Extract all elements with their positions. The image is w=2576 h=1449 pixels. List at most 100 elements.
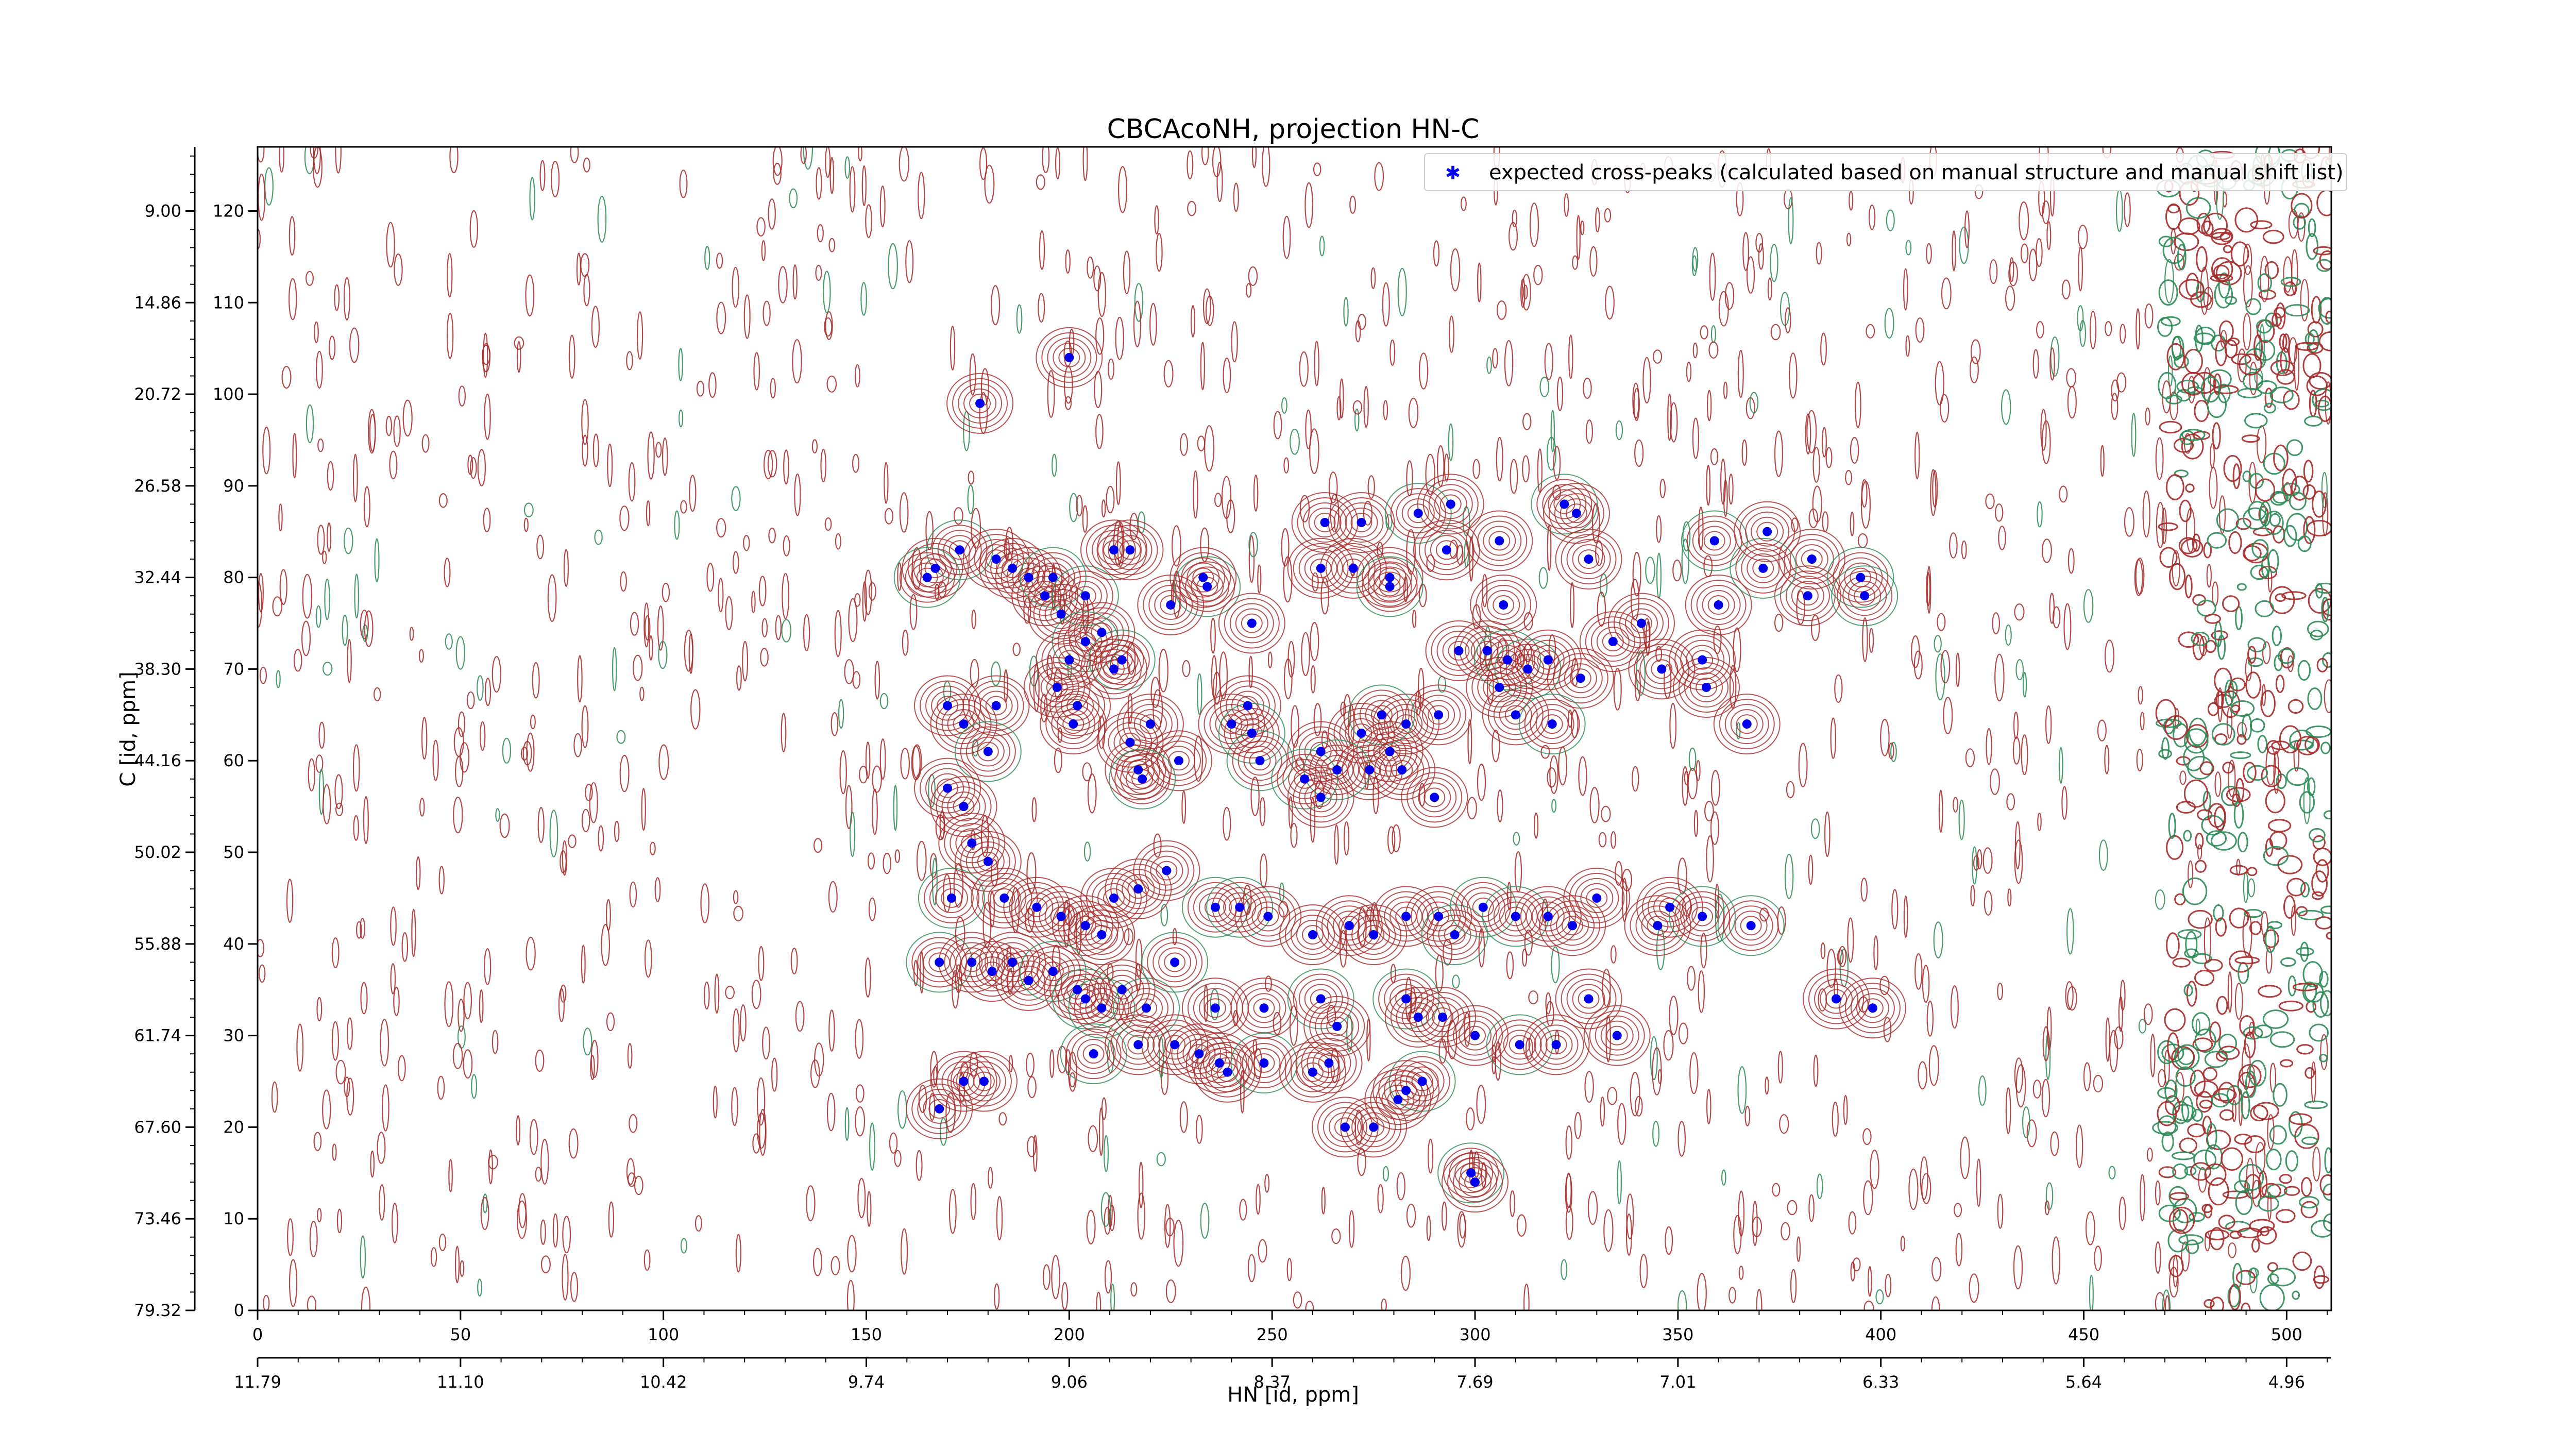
edge-contour <box>2291 193 2313 218</box>
peak-contour <box>1728 905 1773 946</box>
noise-contour <box>1153 833 1162 858</box>
peak-contour <box>1063 905 1108 946</box>
noise-contour <box>834 610 842 658</box>
edge-contour <box>2314 399 2330 408</box>
edge-contour <box>2215 690 2224 710</box>
edge-contour <box>2172 957 2191 968</box>
edge-contour <box>2188 1212 2205 1222</box>
peak-contour <box>1103 540 1125 560</box>
noise-contour <box>316 997 323 1022</box>
noise-contour <box>1467 719 1472 765</box>
noise-contour <box>948 1189 957 1234</box>
noise-contour <box>1847 917 1854 963</box>
edge-contour <box>2307 687 2323 710</box>
peak-contour <box>1789 539 1834 580</box>
noise-contour <box>1190 305 1196 338</box>
peak-contour <box>1421 904 1488 966</box>
noise-contour <box>322 550 327 564</box>
edge-contour <box>2262 1009 2289 1029</box>
peak-contour <box>1497 1024 1542 1065</box>
noise-contour <box>1534 812 1539 839</box>
noise-contour <box>655 442 662 458</box>
peak-contour <box>1058 347 1080 367</box>
cross-peak-point <box>1495 536 1504 546</box>
edge-contour <box>2244 348 2266 370</box>
peak-contour <box>1563 867 1631 929</box>
edge-contour <box>2307 342 2324 354</box>
noise-contour <box>2267 1114 2275 1150</box>
noise-contour <box>1617 1103 1626 1145</box>
edge-contour <box>2255 478 2276 502</box>
edge-contour <box>2241 1091 2250 1120</box>
noise-contour <box>865 742 871 779</box>
noise-contour <box>563 549 569 587</box>
noise-contour <box>756 1077 766 1126</box>
noise-contour <box>2283 256 2293 293</box>
noise-contour <box>2083 589 2094 623</box>
noise-contour <box>835 533 841 550</box>
noise-contour <box>1600 1096 1605 1127</box>
noise-contour <box>2032 349 2039 379</box>
peak-contour <box>1555 968 1622 1030</box>
noise-contour <box>1104 1206 1111 1235</box>
noise-contour <box>2022 1106 2030 1138</box>
peak-contour <box>1417 474 1484 535</box>
edge-contour <box>2208 1177 2229 1206</box>
peak-contour <box>1333 497 1389 548</box>
noise-contour <box>1156 1152 1166 1167</box>
noise-contour <box>1374 162 1384 191</box>
peak-contour <box>1044 675 1111 736</box>
noise-contour <box>1589 787 1600 823</box>
noise-contour <box>1412 610 1417 628</box>
noise-contour <box>1574 1111 1582 1139</box>
edge-contour <box>2267 549 2279 574</box>
peak-contour <box>1539 1030 1573 1060</box>
cross-peak-point <box>1584 554 1594 564</box>
edge-contour <box>2257 380 2277 394</box>
noise-contour <box>2312 1147 2321 1182</box>
cross-peak-point <box>1235 902 1245 912</box>
noise-contour <box>884 508 894 525</box>
edge-contour <box>2264 387 2273 408</box>
noise-contour <box>1181 790 1187 824</box>
edge-contour <box>2308 218 2316 238</box>
noise-contour <box>1195 1115 1203 1144</box>
cross-peak-point <box>991 701 1001 711</box>
edge-contour <box>2161 737 2170 760</box>
y-ppm-axis: 79.3273.4667.6061.7455.8850.0244.1638.30… <box>134 147 196 1320</box>
noise-contour <box>352 453 358 502</box>
cross-peak-point <box>983 856 993 866</box>
cross-peak-point <box>1198 572 1208 582</box>
peak-contour <box>1020 892 1054 922</box>
noise-contour <box>2097 719 2107 742</box>
noise-contour <box>1918 1061 1927 1090</box>
cross-peak-point <box>1210 902 1220 912</box>
cross-peak-point <box>1482 646 1492 655</box>
cross-peak-point <box>1138 774 1147 784</box>
cross-peak-point <box>1097 1003 1107 1013</box>
edge-contour <box>2183 984 2193 997</box>
peak-contour <box>1069 581 1102 611</box>
noise-contour <box>2311 1061 2316 1103</box>
noise-contour <box>1810 614 1820 642</box>
peak-contour <box>1691 906 1714 926</box>
x-ppm-tick-label: 10.42 <box>640 1372 687 1392</box>
noise-contour <box>1321 730 1328 749</box>
noise-contour <box>884 462 889 504</box>
edge-contour <box>2182 877 2208 905</box>
peak-contour <box>1071 1034 1116 1074</box>
noise-contour <box>1645 557 1655 584</box>
edge-contour <box>2292 1251 2312 1271</box>
edge-contour <box>2191 631 2210 646</box>
noise-contour <box>1866 324 1875 339</box>
peak-contour <box>1583 1005 1651 1066</box>
noise-contour <box>868 582 876 601</box>
noise-contour <box>2065 981 2074 1010</box>
edge-contour <box>2204 1204 2213 1219</box>
peak-contour <box>1405 684 1472 746</box>
peak-contour <box>1079 988 1124 1029</box>
peak-contour <box>1225 685 1270 726</box>
noise-contour <box>1972 846 1977 885</box>
noise-contour <box>855 1084 865 1103</box>
